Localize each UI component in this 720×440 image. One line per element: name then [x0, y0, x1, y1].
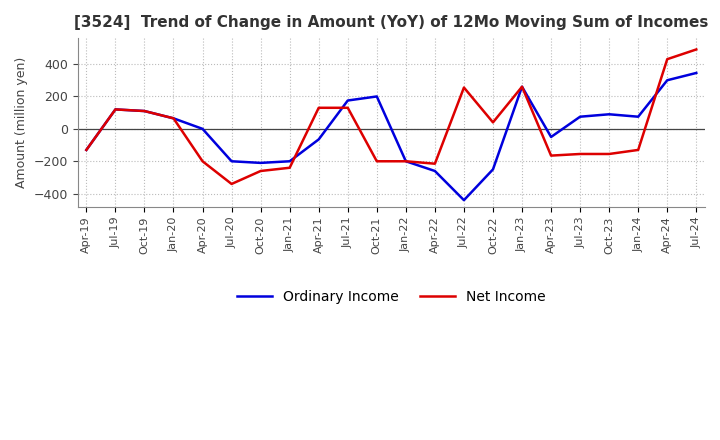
Net Income: [285, 165, 294, 170]
Ordinary Income: [692, 70, 701, 76]
Ordinary Income: [518, 84, 526, 89]
Ordinary Income: [198, 126, 207, 132]
Net Income: [431, 161, 439, 166]
Net Income: [198, 159, 207, 164]
Ordinary Income: [140, 108, 149, 114]
Net Income: [518, 84, 526, 89]
Title: [3524]  Trend of Change in Amount (YoY) of 12Mo Moving Sum of Incomes: [3524] Trend of Change in Amount (YoY) o…: [74, 15, 708, 30]
Ordinary Income: [489, 167, 498, 172]
Net Income: [140, 108, 149, 114]
Ordinary Income: [256, 160, 265, 165]
Net Income: [256, 169, 265, 174]
Legend: Ordinary Income, Net Income: Ordinary Income, Net Income: [232, 284, 551, 309]
Net Income: [228, 181, 236, 187]
Ordinary Income: [111, 107, 120, 112]
Ordinary Income: [663, 77, 672, 83]
Ordinary Income: [169, 116, 178, 121]
Net Income: [315, 105, 323, 110]
Net Income: [634, 147, 642, 153]
Net Income: [692, 47, 701, 52]
Net Income: [605, 151, 613, 157]
Ordinary Income: [315, 137, 323, 142]
Ordinary Income: [285, 159, 294, 164]
Ordinary Income: [402, 159, 410, 164]
Net Income: [489, 120, 498, 125]
Net Income: [459, 85, 468, 90]
Ordinary Income: [228, 159, 236, 164]
Ordinary Income: [576, 114, 585, 119]
Y-axis label: Amount (million yen): Amount (million yen): [15, 57, 28, 188]
Ordinary Income: [82, 147, 91, 153]
Net Income: [663, 56, 672, 62]
Net Income: [111, 107, 120, 112]
Ordinary Income: [372, 94, 381, 99]
Ordinary Income: [343, 98, 352, 103]
Net Income: [169, 116, 178, 121]
Net Income: [372, 159, 381, 164]
Ordinary Income: [546, 134, 555, 139]
Ordinary Income: [634, 114, 642, 119]
Line: Ordinary Income: Ordinary Income: [86, 73, 696, 200]
Line: Net Income: Net Income: [86, 49, 696, 184]
Net Income: [576, 151, 585, 157]
Ordinary Income: [459, 198, 468, 203]
Net Income: [82, 147, 91, 153]
Net Income: [343, 105, 352, 110]
Net Income: [546, 153, 555, 158]
Net Income: [402, 159, 410, 164]
Ordinary Income: [605, 112, 613, 117]
Ordinary Income: [431, 169, 439, 174]
